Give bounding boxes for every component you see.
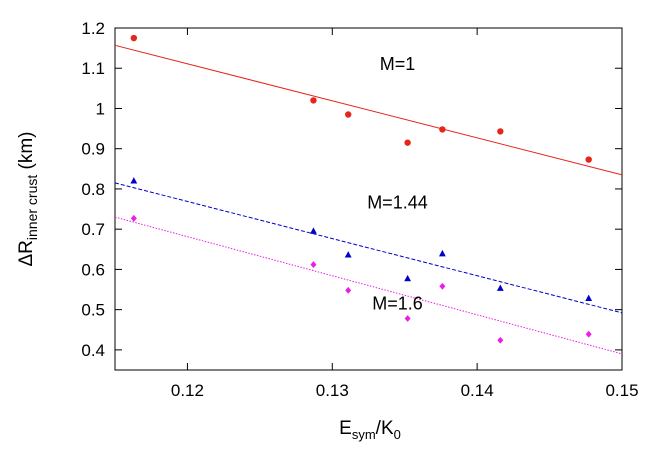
axis-ticks: 0.12 0.13 0.14 0.15 0.4 0.5 0.6 0.7 0.8 0.9 1 1.1 1.… (81, 19, 638, 400)
data-point-series-1 (130, 34, 138, 42)
data-point-series-1 (585, 156, 592, 163)
x-axis-title: Esym/K0 (339, 418, 401, 442)
y-tick-label: 0.6 (81, 260, 105, 279)
x-tick-label: 0.15 (605, 381, 638, 400)
data-points (130, 34, 593, 344)
fit-line-series-2 (114, 182, 623, 314)
y-tick-label: 0.9 (81, 140, 105, 159)
data-point-series-3 (497, 336, 504, 344)
data-point-series-1 (497, 128, 504, 135)
y-tick-label: 1.2 (81, 19, 105, 38)
plot-frame (114, 27, 623, 371)
y-tick-label: 0.7 (81, 220, 105, 239)
data-point-series-2 (404, 274, 412, 282)
data-point-series-2 (130, 177, 138, 184)
data-point-series-3 (130, 214, 137, 222)
series-labels: M=1 M=1.44 M=1.6 (367, 54, 428, 313)
fit-line-series-3 (114, 216, 623, 355)
x-tick-label: 0.14 (461, 381, 494, 400)
data-point-series-3 (585, 330, 592, 338)
data-point-series-2 (344, 251, 352, 258)
data-point-series-2 (585, 294, 593, 301)
data-point-series-2 (438, 249, 446, 257)
data-point-series-3 (345, 286, 352, 294)
fit-line-series-1 (114, 44, 623, 176)
series-label-2: M=1.44 (367, 192, 428, 212)
data-point-series-3 (404, 315, 411, 322)
data-point-series-3 (310, 261, 317, 268)
data-point-series-2 (310, 227, 317, 234)
data-point-series-1 (404, 139, 411, 146)
y-tick-label: 1.1 (81, 59, 105, 78)
fit-lines (114, 44, 623, 355)
data-point-series-1 (345, 111, 352, 118)
series-label-1: M=1 (380, 54, 416, 74)
data-point-series-3 (439, 282, 446, 290)
y-tick-label: 0.4 (81, 341, 105, 360)
y-axis-title: ΔRinner crust (km) (16, 131, 40, 266)
y-tick-label: 1 (96, 99, 105, 118)
data-point-series-2 (496, 284, 504, 291)
data-point-series-1 (439, 126, 446, 133)
y-tick-label: 0.8 (81, 180, 105, 199)
y-tick-label: 0.5 (81, 301, 105, 320)
series-label-3: M=1.6 (372, 294, 423, 314)
data-point-series-1 (310, 97, 317, 104)
x-tick-label: 0.12 (171, 381, 204, 400)
x-tick-label: 0.13 (316, 381, 349, 400)
